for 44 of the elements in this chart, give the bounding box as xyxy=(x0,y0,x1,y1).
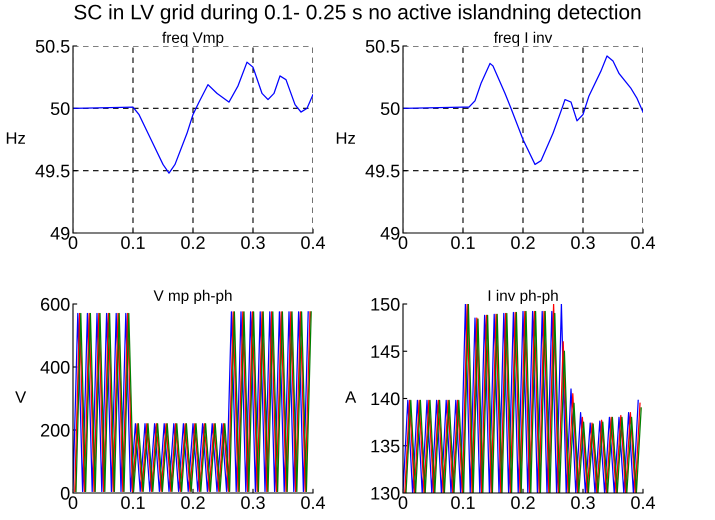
chart-title: V mp ph-ph xyxy=(154,290,232,304)
x-tick-label: 0.4 xyxy=(301,496,326,510)
y-axis-title: A xyxy=(345,391,356,403)
x-tick-label: 0.2 xyxy=(181,496,205,510)
x-tick-label: 0.2 xyxy=(511,496,535,510)
x-tick-label: 0.1 xyxy=(121,496,145,510)
x-tick-label: 0.4 xyxy=(631,496,656,510)
y-tick-label: 0 xyxy=(60,486,70,500)
y-axis-title: V xyxy=(15,391,26,403)
chart-title: freq I inv xyxy=(494,32,552,46)
line-series xyxy=(403,55,643,166)
x-tick-label: 0.1 xyxy=(121,236,145,250)
y-axis-title: Hz xyxy=(336,132,355,144)
y-axis-title: Hz xyxy=(6,132,25,144)
y-tick-label: 600 xyxy=(41,298,70,311)
x-tick-label: 0.2 xyxy=(511,236,535,250)
y-tick-label: 49 xyxy=(50,226,70,240)
x-tick-label: 0.3 xyxy=(241,236,265,250)
y-tick-label: 130 xyxy=(371,486,400,500)
y-tick-label: 50.5 xyxy=(36,40,70,53)
y-tick-label: 49.5 xyxy=(366,164,400,178)
y-tick-label: 50 xyxy=(380,102,400,116)
y-tick-label: 400 xyxy=(40,360,70,374)
y-tick-label: 150 xyxy=(371,298,400,311)
chart-title: I inv ph-ph xyxy=(488,290,558,304)
y-tick-label: 200 xyxy=(41,424,70,437)
x-tick-label: 0.3 xyxy=(241,496,265,510)
x-tick-label: 0.4 xyxy=(301,236,326,250)
y-tick-label: 49 xyxy=(380,226,400,240)
x-tick-label: 0.4 xyxy=(631,236,656,250)
text: SC in LV grid during 0.1- 0.25 s no active islandning detection xyxy=(74,4,640,24)
x-tick-label: 0.2 xyxy=(181,236,205,250)
y-tick-label: 135 xyxy=(371,440,400,452)
x-tick-label: 0.1 xyxy=(451,496,475,510)
x-tick-label: 0.3 xyxy=(571,496,595,510)
y-tick-label: 49.5 xyxy=(36,164,70,178)
y-tick-label: 140 xyxy=(371,392,400,406)
x-tick-label: 0.1 xyxy=(451,236,475,250)
line-series xyxy=(73,62,313,174)
chart-title: freq Vmp xyxy=(162,32,224,46)
y-tick-label: 50 xyxy=(50,102,70,116)
y-tick-label: 50.5 xyxy=(366,40,400,53)
y-tick-label: 145 xyxy=(371,345,400,358)
x-tick-label: 0.3 xyxy=(571,236,595,250)
